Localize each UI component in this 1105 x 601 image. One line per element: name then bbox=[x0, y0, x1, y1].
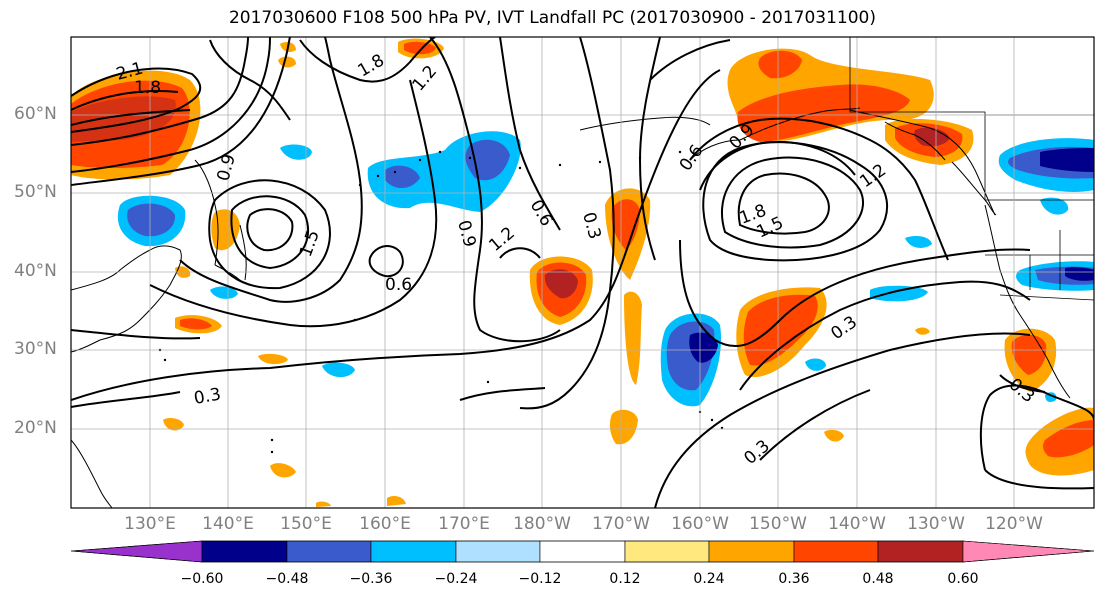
lon-label: 150°W bbox=[749, 514, 807, 534]
colorbar-tick-label: −0.24 bbox=[434, 571, 478, 587]
lat-label: 40°N bbox=[14, 261, 57, 281]
lon-label: 140°W bbox=[828, 514, 886, 534]
colorbar-swatch bbox=[708, 540, 795, 563]
colorbar-tick-label: −0.48 bbox=[265, 571, 309, 587]
lat-label: 30°N bbox=[14, 339, 57, 359]
lon-label: 130°E bbox=[124, 514, 176, 534]
lon-label: 160°E bbox=[359, 514, 411, 534]
colorbar-tick-label: 0.12 bbox=[609, 571, 641, 587]
colorbar-swatch bbox=[286, 540, 372, 563]
colorbar-swatch bbox=[539, 540, 626, 563]
colorbar-swatch bbox=[455, 540, 541, 563]
pv-contours bbox=[71, 37, 1094, 508]
lon-label: 150°E bbox=[280, 514, 332, 534]
lat-label: 20°N bbox=[14, 418, 57, 438]
colorbar-tick-label: −0.36 bbox=[349, 571, 393, 587]
lon-label: 180°W bbox=[513, 514, 571, 534]
map-title: 2017030600 F108 500 hPa PV, IVT Landfall… bbox=[228, 8, 876, 28]
gridlines bbox=[71, 37, 1094, 508]
lon-label: 160°W bbox=[671, 514, 729, 534]
colorbar-swatch bbox=[624, 540, 710, 563]
contour-label: 0.6 bbox=[385, 275, 412, 295]
contour-label: 1.8 bbox=[134, 78, 161, 98]
lon-label: 170°E bbox=[438, 514, 490, 534]
colorbar-tick-label: 0.36 bbox=[778, 571, 810, 587]
colorbar-tick-label: −0.60 bbox=[180, 571, 224, 587]
colorbar-tick-label: 0.24 bbox=[693, 571, 725, 587]
colorbar-swatch bbox=[877, 540, 964, 563]
coastlines bbox=[71, 107, 1071, 508]
colorbar bbox=[70, 540, 1095, 563]
alaska-coast bbox=[884, 121, 997, 216]
lon-label: 170°W bbox=[592, 514, 650, 534]
colorbar-swatch bbox=[370, 540, 457, 563]
colorbar-swatch bbox=[201, 540, 288, 563]
colorbar-swatch bbox=[962, 540, 1095, 563]
colorbar-tick-label: 0.60 bbox=[947, 571, 979, 587]
lon-label: 130°W bbox=[907, 514, 965, 534]
contour-label: 0.3 bbox=[192, 385, 222, 409]
colorbar-swatch bbox=[793, 540, 879, 563]
lat-label: 50°N bbox=[14, 182, 57, 202]
map-border bbox=[70, 36, 1095, 509]
colorbar-tick-label: −0.12 bbox=[518, 571, 562, 587]
colorbar-swatch bbox=[70, 540, 203, 563]
lat-label: 60°N bbox=[14, 104, 57, 124]
lon-label: 140°E bbox=[202, 514, 254, 534]
colorbar-tick-label: 0.48 bbox=[862, 571, 894, 587]
lon-label: 120°W bbox=[985, 514, 1043, 534]
colorbar-outline bbox=[70, 540, 1095, 563]
